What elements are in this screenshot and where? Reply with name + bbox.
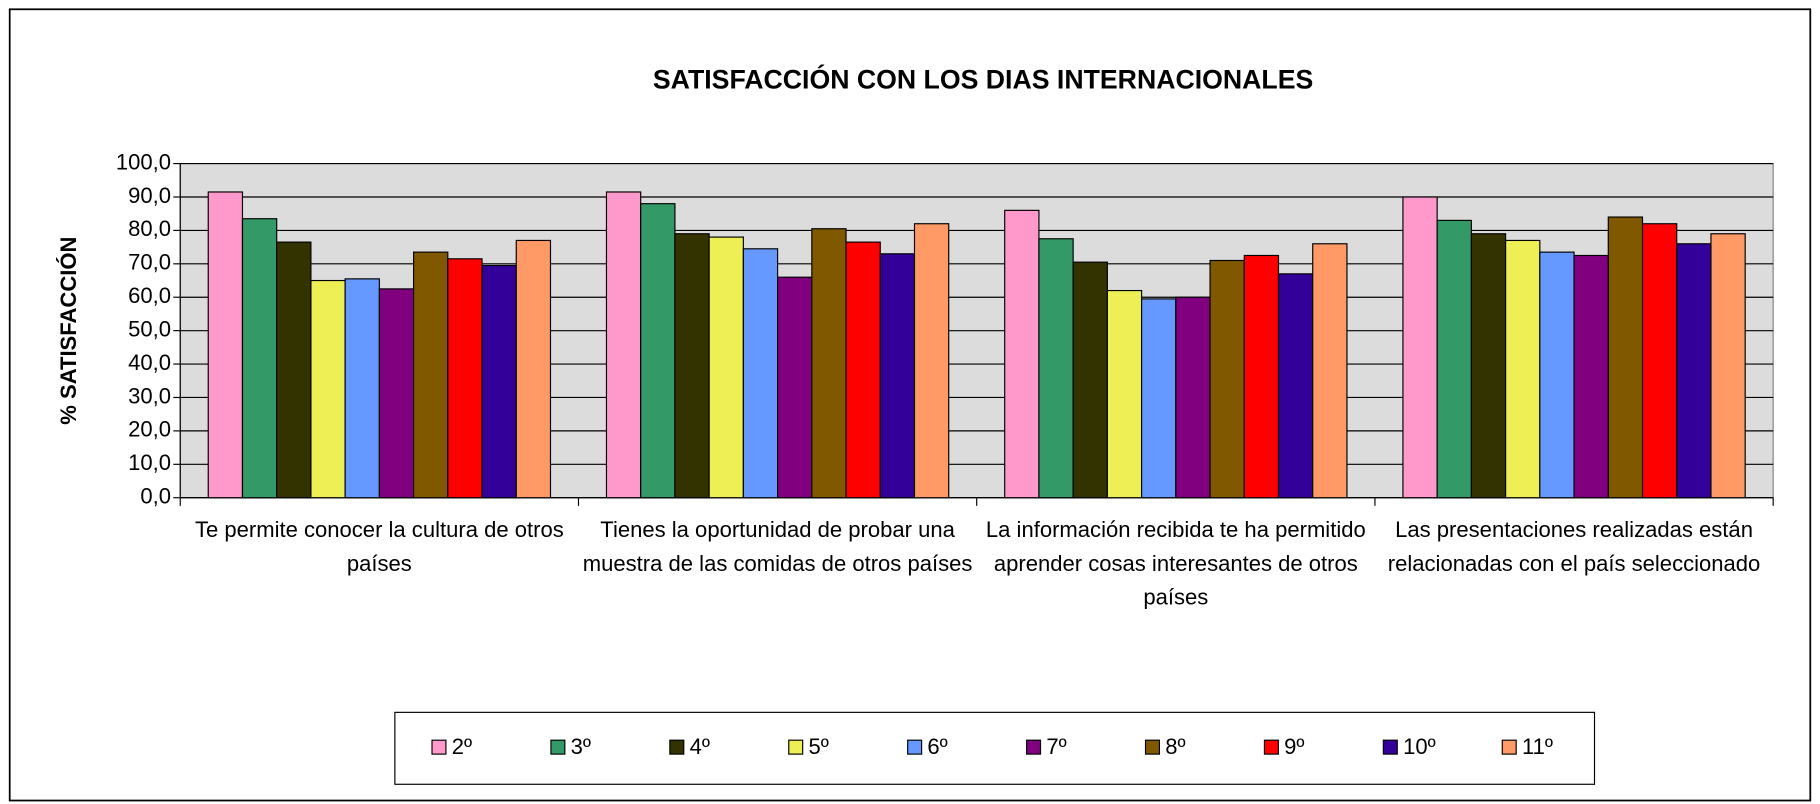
bar bbox=[1436, 219, 1472, 499]
y-tick-label: 100,0 bbox=[116, 149, 171, 174]
x-tick-label-box: Las presentaciones realizadas están rela… bbox=[1387, 518, 1761, 577]
x-tick-label: Te permite conocer la cultura de otros p… bbox=[194, 518, 564, 577]
legend-swatch bbox=[669, 739, 685, 755]
bar bbox=[276, 241, 312, 499]
y-tick-label: 10,0 bbox=[128, 450, 171, 475]
y-tick-label: 20,0 bbox=[128, 417, 171, 442]
bar bbox=[515, 239, 552, 499]
legend-label: 4º bbox=[690, 734, 710, 759]
legend-swatch bbox=[907, 739, 923, 755]
bar bbox=[1243, 254, 1280, 499]
legend-swatch bbox=[431, 739, 447, 755]
bar bbox=[1470, 233, 1507, 499]
bar bbox=[674, 233, 710, 499]
y-tick-label: 50,0 bbox=[128, 316, 171, 341]
legend-label: 2º bbox=[452, 734, 472, 759]
bar bbox=[811, 228, 847, 499]
y-tick-label: 60,0 bbox=[128, 283, 171, 308]
bar bbox=[241, 218, 278, 499]
y-axis-label: % SATISFACCIÓN bbox=[56, 237, 81, 425]
x-tick-label-box: La información recibida te ha permitido … bbox=[985, 518, 1366, 611]
legend-swatch bbox=[1026, 739, 1042, 755]
legend-label: 5º bbox=[808, 734, 828, 759]
x-tick-label: La información recibida te ha permitido … bbox=[985, 518, 1366, 611]
legend-label: 7º bbox=[1046, 734, 1066, 759]
bar bbox=[777, 276, 813, 499]
y-tick-label: 90,0 bbox=[128, 183, 171, 208]
bar bbox=[1004, 209, 1040, 499]
y-tick-label: 40,0 bbox=[128, 350, 171, 375]
bar bbox=[742, 248, 779, 499]
legend-swatch bbox=[788, 739, 804, 755]
bar bbox=[1312, 243, 1348, 499]
bar bbox=[1607, 216, 1644, 499]
legend-label: 10º bbox=[1403, 734, 1436, 759]
y-tick-label: 30,0 bbox=[128, 383, 171, 408]
bar bbox=[1641, 223, 1678, 499]
x-tick-label: Las presentaciones realizadas están rela… bbox=[1387, 518, 1761, 577]
bar bbox=[1676, 243, 1712, 499]
bar bbox=[1505, 239, 1541, 499]
x-tick-label-box: Te permite conocer la cultura de otros p… bbox=[194, 518, 564, 577]
bar bbox=[1175, 296, 1211, 499]
bar bbox=[605, 191, 642, 499]
legend-label: 3º bbox=[571, 734, 591, 759]
legend-label: 11º bbox=[1522, 734, 1553, 759]
bar bbox=[1209, 259, 1245, 499]
bar bbox=[1710, 233, 1746, 499]
bar bbox=[1277, 273, 1314, 499]
bar bbox=[1038, 238, 1074, 499]
bar bbox=[913, 223, 950, 499]
bar bbox=[447, 258, 483, 499]
x-tick-label-box: Tienes la oportunidad de probar una mues… bbox=[582, 518, 973, 577]
legend-label: 6º bbox=[927, 734, 947, 759]
bar bbox=[1402, 196, 1438, 499]
legend-swatch bbox=[1382, 739, 1398, 755]
legend-swatch bbox=[550, 739, 566, 755]
bar bbox=[845, 241, 881, 499]
bar bbox=[1141, 298, 1177, 499]
bar bbox=[1072, 261, 1108, 499]
y-tick-label: 70,0 bbox=[128, 250, 171, 275]
bar bbox=[879, 253, 916, 499]
x-tick-label: Tienes la oportunidad de probar una mues… bbox=[582, 518, 973, 577]
legend-swatch bbox=[1263, 739, 1279, 755]
bar bbox=[481, 264, 517, 499]
y-tick-label: 80,0 bbox=[128, 216, 171, 241]
bar bbox=[708, 236, 744, 499]
bar bbox=[640, 203, 676, 499]
y-tick-label: 0,0 bbox=[140, 484, 171, 509]
bar bbox=[413, 251, 449, 499]
bar bbox=[310, 279, 346, 499]
legend-label: 9º bbox=[1284, 734, 1304, 759]
legend-swatch bbox=[1501, 739, 1517, 755]
bar bbox=[344, 278, 380, 499]
legend-label: 8º bbox=[1165, 734, 1185, 759]
bar bbox=[1539, 251, 1575, 499]
bar bbox=[1573, 254, 1609, 499]
chart-title: SATISFACCIÓN CON LOS DIAS INTERNACIONALE… bbox=[653, 64, 1313, 94]
bar bbox=[1106, 289, 1143, 499]
bar bbox=[378, 288, 415, 499]
legend-swatch bbox=[1144, 739, 1161, 755]
bar bbox=[207, 191, 244, 499]
